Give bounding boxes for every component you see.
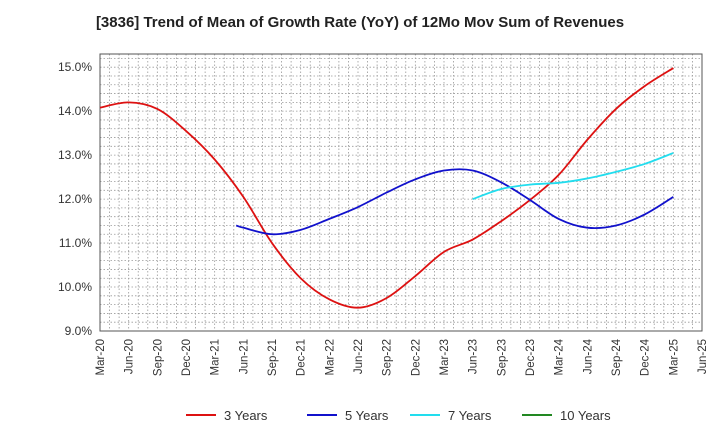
x-tick-label: Sep-22 (382, 339, 394, 376)
y-tick-label: 13.0% (58, 148, 92, 162)
x-tick-label: Mar-21 (210, 339, 222, 375)
x-tick-label: Mar-23 (439, 339, 451, 375)
x-tick-label: Mar-20 (95, 339, 107, 375)
x-tick-label: Mar-24 (554, 338, 566, 375)
x-tick-label: Dec-21 (296, 339, 308, 376)
y-tick-label: 12.0% (58, 192, 92, 206)
series-line-7-years (472, 152, 674, 200)
legend-label-7-years: 7 Years (448, 408, 492, 423)
x-tick-label: Dec-23 (525, 339, 537, 376)
x-tick-label: Sep-20 (152, 339, 164, 376)
legend-label-3-years: 3 Years (224, 408, 268, 423)
series-line-5-years (235, 168, 674, 236)
y-tick-label: 10.0% (58, 280, 92, 294)
x-tick-label: Dec-20 (181, 339, 193, 376)
series-line-3-years (99, 67, 674, 309)
chart-title: [3836] Trend of Mean of Growth Rate (YoY… (95, 14, 625, 31)
x-tick-label: Mar-22 (324, 339, 336, 375)
x-tick-label: Jun-24 (582, 338, 594, 374)
plot-area (100, 54, 702, 331)
x-tick-label: Sep-23 (496, 339, 508, 376)
x-tick-label: Jun-23 (468, 339, 480, 374)
y-tick-label: 15.0% (58, 60, 92, 74)
x-tick-label: Jun-25 (697, 339, 709, 374)
x-tick-label: Jun-22 (353, 339, 365, 374)
legend-label-5-years: 5 Years (345, 408, 389, 423)
plot-border (99, 53, 703, 332)
y-tick-label: 11.0% (59, 236, 92, 250)
legend-label-10-years: 10 Years (560, 408, 611, 423)
x-tick-label: Dec-22 (410, 339, 422, 376)
x-tick-label: Mar-25 (668, 339, 680, 375)
x-tick-label: Jun-21 (238, 339, 250, 374)
x-tick-label: Sep-24 (611, 338, 623, 376)
y-tick-label: 9.0% (65, 324, 93, 338)
x-tick-label: Dec-24 (640, 338, 652, 376)
y-tick-label: 14.0% (58, 104, 92, 118)
x-tick-label: Jun-20 (124, 339, 136, 374)
x-tick-label: Sep-21 (267, 339, 279, 376)
